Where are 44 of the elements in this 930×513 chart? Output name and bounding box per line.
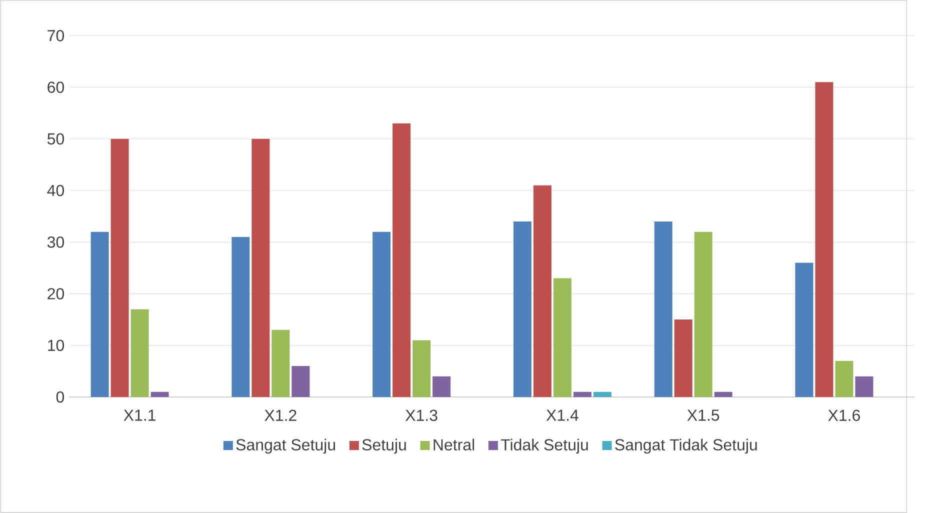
y-tick-label: 40: [47, 184, 64, 196]
bar: [573, 392, 592, 397]
legend-label: Sangat Setuju: [236, 438, 336, 454]
bar: [815, 82, 834, 397]
y-tick-label: 50: [47, 133, 64, 145]
x-tick-label: X1.2: [264, 410, 296, 421]
bar: [272, 330, 290, 397]
legend-label: Netral: [434, 438, 474, 450]
x-tick-label: X1.3: [405, 410, 438, 422]
y-tick-label: 10: [48, 340, 64, 352]
bar: [694, 232, 712, 397]
bar: [654, 221, 672, 397]
bar: [252, 138, 270, 397]
bar: [795, 262, 814, 397]
x-tick-label: X1.4: [546, 410, 578, 421]
bar: [392, 123, 411, 397]
bar: [855, 376, 874, 397]
bar: [533, 185, 552, 397]
x-tick-label: X1.1: [124, 410, 156, 421]
y-tick-label: 0: [56, 391, 64, 403]
bar: [835, 360, 854, 397]
legend-label: Setuju: [362, 438, 406, 454]
y-tick-label: 60: [48, 82, 64, 93]
bar: [714, 392, 732, 397]
bar: [674, 320, 692, 397]
bar: [372, 232, 391, 397]
legend-label: Tidak Setuju: [500, 438, 588, 454]
x-tick-label: X1.5: [687, 410, 720, 421]
legend-label: Sangat Tidak Setuju: [615, 438, 757, 454]
y-tick-label: 30: [47, 236, 64, 248]
y-tick-label: 70: [48, 30, 64, 42]
bar: [110, 138, 129, 397]
bar: [130, 309, 149, 397]
x-tick-label: X1.6: [828, 410, 860, 422]
bar: [513, 221, 532, 397]
bar: [553, 278, 572, 397]
bar: [150, 392, 169, 397]
bar: [593, 392, 612, 397]
bar: [90, 232, 109, 397]
bar: [292, 366, 310, 397]
y-tick-label: 20: [48, 288, 64, 300]
bar: [432, 376, 451, 397]
bar: [232, 236, 250, 397]
bar: [412, 340, 431, 397]
